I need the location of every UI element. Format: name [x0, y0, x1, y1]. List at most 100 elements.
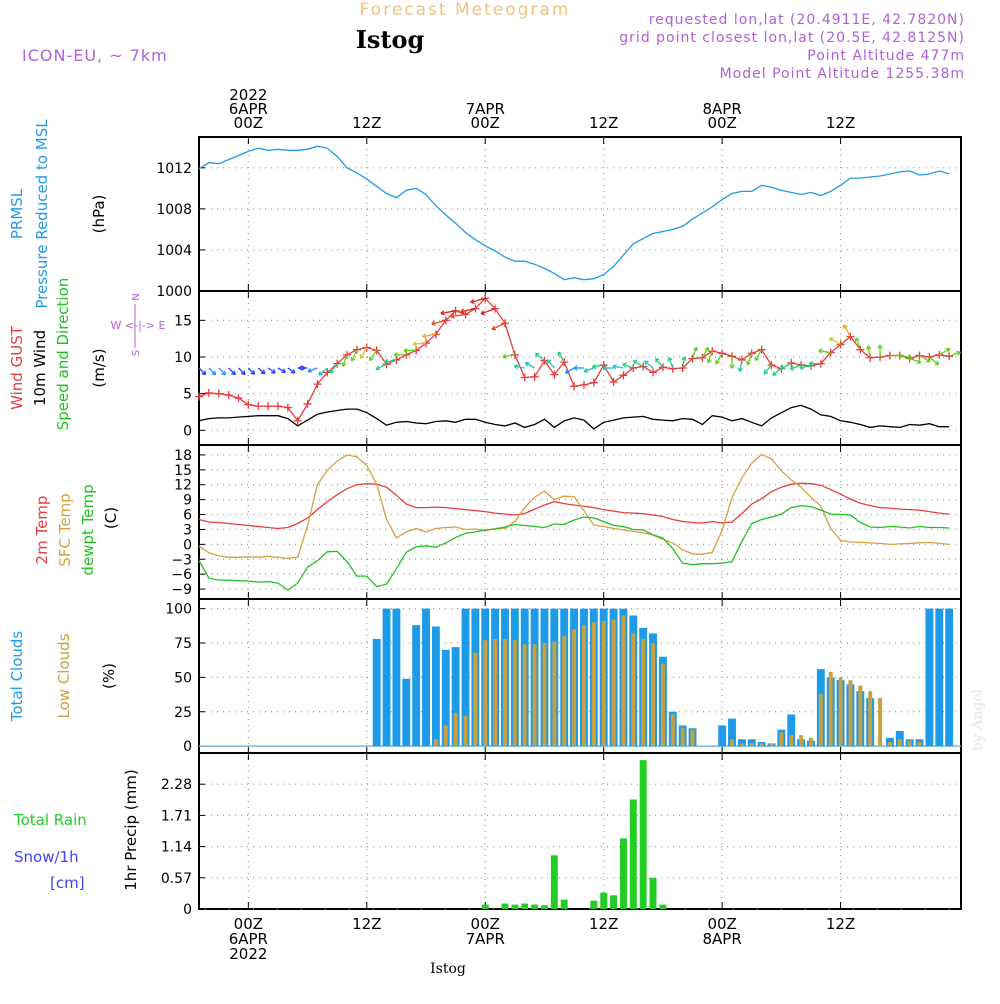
- low-cloud-bar: [581, 625, 586, 747]
- total-cloud-bar: [372, 638, 381, 747]
- precip-bar: [501, 903, 509, 909]
- wind-arrow: [691, 347, 698, 359]
- gust-point: [530, 372, 539, 381]
- precip-ytick-label: 2.28: [161, 777, 192, 793]
- precip-bar: [511, 904, 519, 909]
- wind-arrow: [368, 350, 378, 361]
- wind-arrow: [829, 337, 841, 346]
- low-cloud-bar: [730, 739, 734, 747]
- wind-arrow: [247, 367, 255, 375]
- wind-arrowhead: [564, 369, 570, 374]
- precip-bar: [610, 895, 618, 909]
- low-cloud-bar: [532, 644, 537, 747]
- wind-arrow: [754, 349, 763, 361]
- gust-line: [198, 297, 950, 422]
- wind-ytick-label: 15: [174, 313, 192, 329]
- wind-arrowhead: [502, 353, 507, 359]
- total-cloud-bar: [737, 739, 746, 747]
- clouds-unit: (%): [100, 663, 118, 689]
- low-cloud-bar: [858, 685, 863, 747]
- wind-arrowhead: [329, 369, 335, 374]
- wind-arrowhead: [221, 370, 227, 376]
- gust-point: [570, 382, 579, 391]
- top-time-label: 8APR: [702, 100, 741, 118]
- wind-arrow: [612, 365, 624, 369]
- clouds-panel: 0 25 50 75 100: [165, 598, 962, 755]
- wind-ytick-label: 5: [183, 387, 192, 403]
- wind-arrowhead: [591, 363, 597, 370]
- watermark: by Angel: [970, 688, 986, 751]
- low-cloud-bar: [631, 633, 636, 747]
- gust-point: [688, 354, 697, 363]
- wind-panel: 0 5 10 15 W <-|-> E N S: [111, 290, 962, 446]
- total-cloud-bar: [461, 608, 470, 747]
- low-cloud-bar: [917, 742, 922, 747]
- temp-ytick-label: 12: [174, 478, 192, 494]
- wind-arrow: [557, 351, 565, 363]
- precip-bar: [619, 838, 627, 909]
- wind-arrowhead: [916, 359, 922, 364]
- wind-arrowhead: [318, 371, 323, 376]
- wind-arrowhead: [393, 352, 398, 358]
- wind-arrowhead: [298, 365, 303, 371]
- gust-point: [283, 403, 292, 412]
- station-title: Istog: [356, 25, 425, 54]
- low-cloud-bar: [759, 743, 764, 747]
- bottom-time-label: 12Z: [826, 915, 855, 933]
- wind-arrowhead: [632, 360, 638, 365]
- wind-arrowhead: [480, 310, 486, 316]
- wind-arrowhead: [945, 348, 951, 353]
- requested-coords: requested lon,lat (20.4911E, 42.7820N): [649, 12, 965, 28]
- wind-arrowhead: [772, 371, 777, 376]
- sfc-temp-line: [198, 453, 950, 559]
- precip-axis-label: 1hr Precip (mm): [122, 769, 140, 890]
- gust-point: [589, 378, 598, 387]
- wind-arrow: [682, 356, 686, 369]
- wind-arrowhead: [271, 369, 276, 374]
- gust-point: [945, 352, 954, 361]
- wind-arrowhead: [693, 346, 698, 352]
- wind-arrow: [948, 351, 961, 357]
- gust-point: [629, 364, 638, 372]
- wind-arrow: [470, 297, 486, 303]
- pressure-label-short: PRMSL: [8, 188, 26, 239]
- precip-bar: [659, 904, 667, 909]
- wind-arrow: [644, 360, 654, 369]
- gust-point: [214, 389, 223, 398]
- wind-arrowhead: [926, 357, 931, 363]
- gust-point: [273, 402, 282, 411]
- wind-arrowhead: [290, 368, 296, 374]
- low-cloud-bar: [473, 652, 478, 747]
- total-cloud-bar: [392, 608, 401, 747]
- wind-arrowhead: [789, 365, 795, 371]
- wind-arrow: [707, 350, 713, 364]
- precip-ytick-label: 0: [183, 902, 192, 918]
- wind-arrow: [899, 354, 912, 359]
- precip-bar: [521, 903, 529, 909]
- wind-arrowhead: [534, 352, 540, 358]
- wind-arrow: [460, 307, 476, 313]
- gust-point: [491, 304, 500, 313]
- wind-arrowhead: [808, 360, 814, 367]
- wind-arrow: [257, 367, 266, 375]
- low-cloud-bar: [522, 644, 527, 747]
- wind-arrowhead: [513, 364, 519, 370]
- wind-arrowhead: [877, 344, 883, 349]
- wind-arrowhead: [602, 365, 608, 371]
- gust-point: [204, 388, 213, 397]
- top-time-label: 12Z: [826, 114, 855, 132]
- bottom-time-label: 8APR: [702, 930, 741, 948]
- gust-point: [619, 371, 628, 380]
- total-cloud-bar: [412, 625, 421, 747]
- wind-arrow: [431, 319, 446, 325]
- wind-unit: (m/s): [90, 348, 108, 387]
- precip-ytick-label: 1.71: [161, 808, 192, 824]
- gust-point: [856, 345, 865, 354]
- top-time-label: 6APR: [229, 100, 268, 118]
- wind-arrow: [583, 367, 595, 373]
- wind-arrowhead: [746, 360, 752, 366]
- top-time-label: 00Z: [234, 114, 263, 132]
- precip-bar: [481, 904, 489, 909]
- gust-point: [254, 402, 263, 411]
- wind-arrowhead: [706, 358, 712, 364]
